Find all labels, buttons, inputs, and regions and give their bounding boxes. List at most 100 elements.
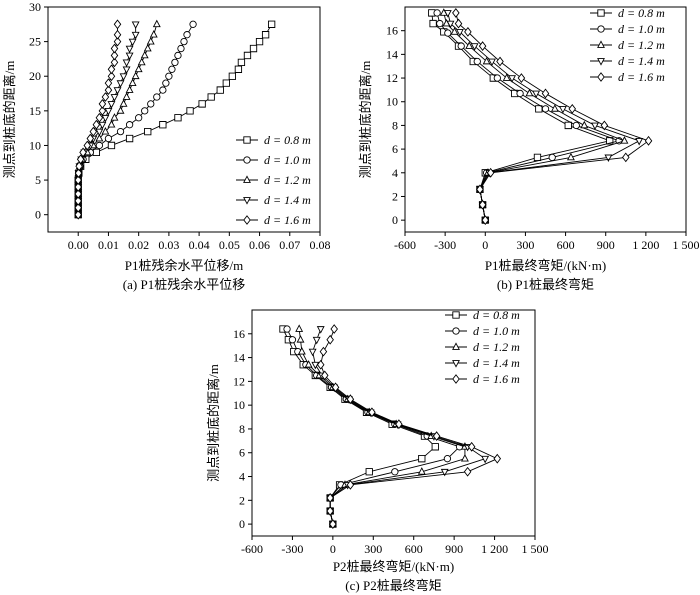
data-point [255,37,264,46]
data-point [76,154,85,165]
data-point [125,52,134,61]
legend-label: d = 1.6 m [618,70,665,84]
y-axis-label: 测点到桩底的距离/m [358,61,373,179]
y-tick-label: 10 [29,138,41,152]
x-tick-label: 1 200 [481,542,508,556]
data-point [261,31,270,39]
data-point [346,394,355,405]
data-point [89,126,98,137]
y-tick-label: 4 [392,166,398,180]
data-point [141,107,149,115]
data-point [288,336,297,344]
legend-label: d = 1.6 m [473,372,520,386]
data-point [330,324,338,334]
data-point [152,19,161,28]
data-point [326,493,334,503]
data-point [516,89,524,98]
data-point [433,9,441,17]
data-point [122,66,131,74]
data-point [74,209,82,220]
legend-marker [243,197,251,205]
data-point [467,441,476,452]
data-point [171,58,179,67]
data-point [122,59,131,68]
data-point [312,336,321,345]
data-point [568,103,577,114]
x-tick-label: 300 [364,542,382,556]
data-point [110,43,119,54]
y-tick-label: 8 [239,422,245,436]
data-point [566,152,575,161]
x-tick-label: 0.03 [158,238,179,252]
data-point [149,30,158,38]
data-point [140,50,149,59]
data-point [296,335,305,343]
y-axis-label: 测点到桩底的距离/m [206,364,221,482]
data-point [113,19,122,30]
panel-caption: (a) P1桩残余水平位移 [123,277,245,292]
data-point [635,137,644,146]
data-point [162,79,170,87]
data-point [533,153,542,162]
data-point [321,370,329,381]
y-tick-label: 4 [239,470,245,484]
x-axis-label: P1桩残余水平位移/m [125,258,243,273]
data-point [460,454,469,462]
data-point [107,101,116,109]
data-point [496,56,504,67]
data-point [482,56,491,65]
x-tick-label: 0.02 [128,238,149,252]
data-point [316,326,325,334]
x-tick-label: 0.01 [98,238,119,252]
data-point [107,120,116,128]
data-point [125,134,134,143]
x-tick-label: 0.06 [249,238,270,252]
y-tick-label: 16 [233,327,245,341]
data-point [95,133,104,142]
legend-marker [597,40,605,48]
data-point [493,74,501,82]
series-line-2 [443,12,626,221]
data-point [137,57,146,66]
data-point [165,72,173,80]
data-point [110,113,119,121]
plot-frame [404,6,687,233]
y-tick-label: 6 [392,142,398,156]
x-tick-label: 600 [557,238,575,252]
data-point [134,64,143,73]
legend-label: d = 1.4 m [264,193,311,207]
y-tick-label: 2 [392,189,398,203]
data-point [116,127,125,136]
legend-marker [597,58,605,66]
data-point [237,58,246,67]
legend-marker [452,360,460,368]
data-point [128,78,137,87]
data-point [470,43,479,51]
data-point [74,189,82,199]
data-point [83,140,92,151]
series-line-1 [286,328,461,525]
data-point [329,519,337,530]
x-tick-label: 0.08 [310,238,331,252]
data-point [131,21,140,29]
data-point [101,92,110,102]
data-point [168,65,176,73]
data-point [110,94,119,102]
x-tick-label: 600 [405,542,423,556]
data-point [591,122,599,131]
y-tick-label: 5 [35,173,41,187]
data-point [234,65,243,73]
data-point [107,64,116,75]
data-point [113,87,122,95]
data-point [189,20,197,28]
data-point [122,92,131,100]
data-point [443,455,452,463]
data-point [110,50,119,61]
data-point [101,114,110,123]
x-tick-label: 0 [330,542,336,556]
y-tick-label: 15 [29,104,41,118]
data-point [113,29,122,40]
y-axis-label: 测点到桩底的距离/m [2,61,17,179]
data-point [429,19,437,28]
